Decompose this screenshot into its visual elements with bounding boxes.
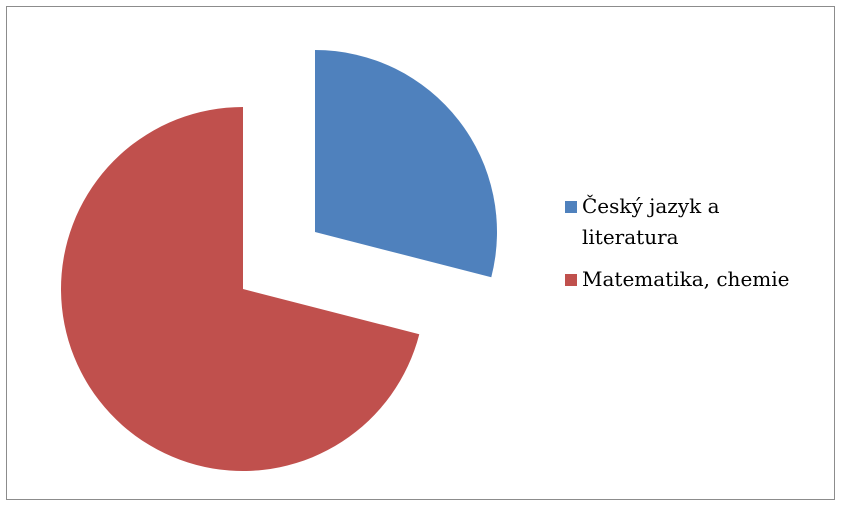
legend-label-matematika: Matematika, chemie <box>582 267 790 291</box>
pie-slice-cesky-jazyk <box>315 50 497 278</box>
chart-frame: Český jazyk a literatura Matematika, che… <box>6 6 835 500</box>
legend-item-cesky-jazyk: Český jazyk a literatura <box>565 191 835 253</box>
legend-swatch-matematika <box>565 274 577 286</box>
legend-swatch-cesky-jazyk <box>565 201 577 213</box>
legend: Český jazyk a literatura Matematika, che… <box>565 191 835 306</box>
pie-chart <box>60 50 497 471</box>
legend-item-matematika: Matematika, chemie <box>565 264 835 295</box>
pie-slice-matematika <box>60 107 420 471</box>
legend-label-cesky-jazyk: Český jazyk a literatura <box>582 194 720 249</box>
